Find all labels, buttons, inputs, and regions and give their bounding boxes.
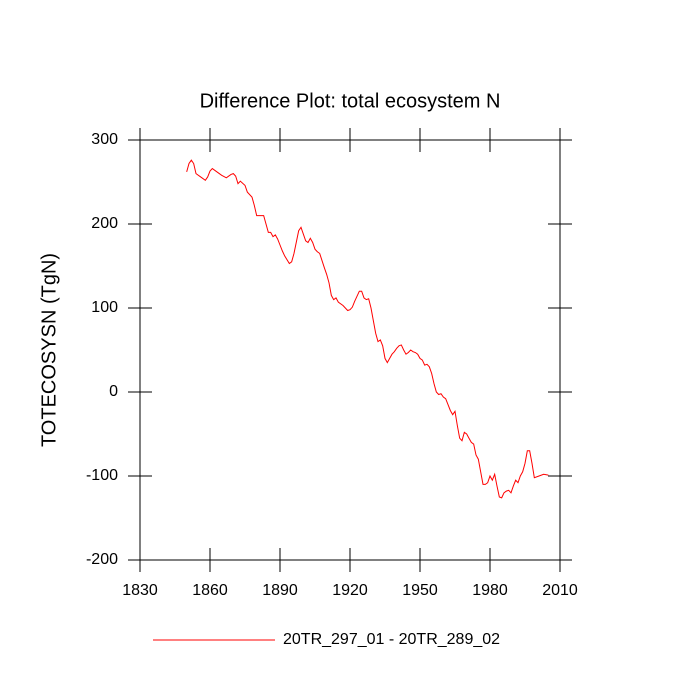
x-tick-label: 2010 [542, 582, 578, 599]
data-line [186, 159, 549, 499]
y-tick-label: 300 [91, 131, 118, 148]
x-tick-label: 1950 [402, 582, 438, 599]
y-tick-label: 100 [91, 299, 118, 316]
y-tick-label: 200 [91, 215, 118, 232]
plot-frame [139, 139, 561, 561]
y-axis-label: TOTECOSYSN (TgN) [38, 253, 60, 447]
legend-label: 20TR_297_01 - 20TR_289_02 [283, 631, 500, 648]
chart-title: Difference Plot: total ecosystem N [200, 90, 501, 112]
x-tick-label: 1830 [122, 582, 158, 599]
y-tick-label: 0 [109, 383, 118, 400]
y-tick-label: -200 [86, 551, 118, 568]
y-tick-label: -100 [86, 467, 118, 484]
x-tick-label: 1920 [332, 582, 368, 599]
x-tick-label: 1860 [192, 582, 228, 599]
x-tick-label: 1890 [262, 582, 298, 599]
x-tick-label: 1980 [472, 582, 508, 599]
